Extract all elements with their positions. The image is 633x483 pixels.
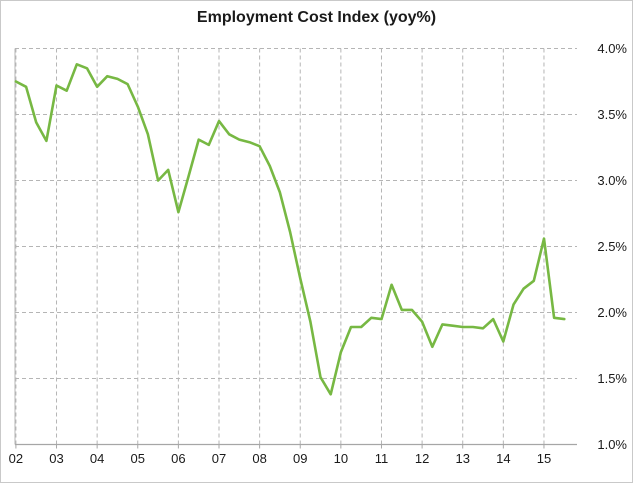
x-tick-label: 15	[537, 451, 551, 466]
x-tick-label: 04	[90, 451, 104, 466]
x-tick-label: 08	[252, 451, 266, 466]
y-tick-label: 1.0%	[597, 437, 627, 452]
x-tick-label: 14	[496, 451, 510, 466]
chart-title: Employment Cost Index (yoy%)	[196, 9, 437, 26]
x-tick-label: 05	[131, 451, 145, 466]
x-tick-label: 03	[49, 451, 63, 466]
y-tick-label: 2.5%	[597, 239, 627, 254]
x-tick-label: 10	[334, 451, 348, 466]
x-tick-label: 11	[375, 451, 389, 466]
x-tick-label: 09	[293, 451, 307, 466]
y-tick-label: 1.5%	[597, 371, 627, 386]
y-tick-label: 3.5%	[597, 107, 627, 122]
x-tick-label: 12	[415, 451, 429, 466]
y-tick-label: 2.0%	[597, 305, 627, 320]
y-tick-label: 3.0%	[597, 173, 627, 188]
eci-line	[14, 62, 566, 396]
x-tick-label: 06	[171, 451, 185, 466]
y-tick-label: 4.0%	[597, 41, 627, 56]
x-tick-label: 13	[455, 451, 469, 466]
x-tick-label: 02	[9, 451, 23, 466]
x-tick-label: 07	[212, 451, 226, 466]
